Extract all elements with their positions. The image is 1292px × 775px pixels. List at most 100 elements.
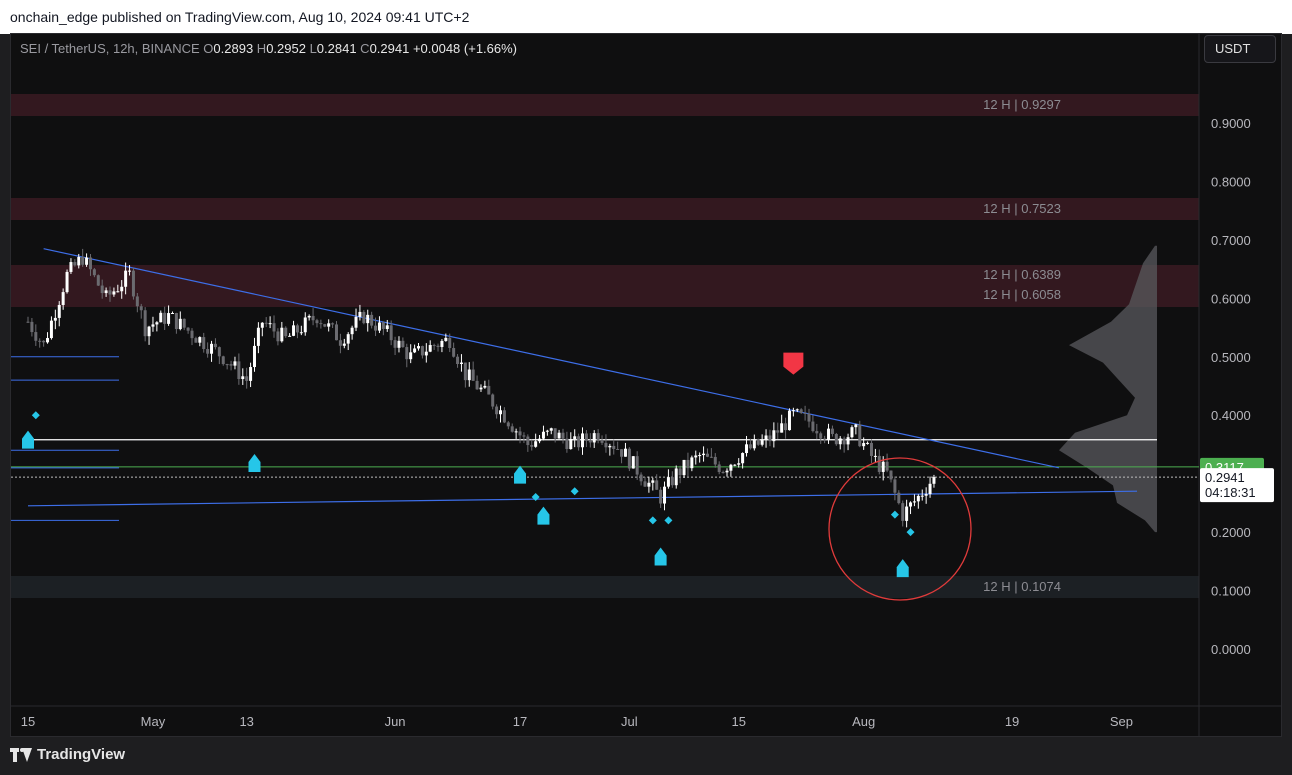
candle[interactable] <box>905 506 909 521</box>
candle[interactable] <box>92 269 96 276</box>
candle[interactable] <box>374 325 378 331</box>
candle[interactable] <box>358 311 362 317</box>
candle[interactable] <box>299 332 303 334</box>
candle[interactable] <box>42 340 46 343</box>
candle[interactable] <box>77 257 81 266</box>
candle[interactable] <box>924 494 928 496</box>
candle[interactable] <box>268 323 272 325</box>
candle[interactable] <box>795 409 799 411</box>
candle[interactable] <box>334 324 338 341</box>
candle[interactable] <box>260 322 264 328</box>
candle[interactable] <box>342 343 346 346</box>
buy-signal-icon[interactable] <box>896 559 909 578</box>
candle[interactable] <box>112 291 116 295</box>
candle[interactable] <box>432 345 436 347</box>
candle[interactable] <box>424 351 428 356</box>
candle[interactable] <box>663 486 667 504</box>
candle[interactable] <box>81 257 85 265</box>
candle[interactable] <box>631 456 635 469</box>
candle[interactable] <box>131 270 135 297</box>
candle[interactable] <box>170 312 174 314</box>
candle[interactable] <box>237 361 241 380</box>
candle[interactable] <box>53 317 57 321</box>
candle[interactable] <box>327 323 331 327</box>
candle[interactable] <box>61 292 65 305</box>
candle[interactable] <box>284 327 288 337</box>
candle[interactable] <box>397 340 401 348</box>
candle[interactable] <box>272 323 276 332</box>
candle[interactable] <box>479 387 483 390</box>
candle[interactable] <box>670 477 674 486</box>
candle[interactable] <box>686 459 690 469</box>
candle[interactable] <box>502 410 506 423</box>
candle[interactable] <box>869 442 873 456</box>
candle[interactable] <box>862 443 866 447</box>
candle[interactable] <box>561 432 565 439</box>
candle[interactable] <box>499 410 503 415</box>
currency-button[interactable]: USDT <box>1204 35 1276 63</box>
candle[interactable] <box>756 439 760 445</box>
candle[interactable] <box>85 257 89 265</box>
candle[interactable] <box>241 376 245 380</box>
candle[interactable] <box>709 456 713 458</box>
candle[interactable] <box>553 428 557 439</box>
candle[interactable] <box>659 489 663 504</box>
trendline-1[interactable] <box>27 490 1138 507</box>
candle[interactable] <box>842 438 846 445</box>
candle[interactable] <box>698 455 702 457</box>
candle[interactable] <box>245 376 249 381</box>
candle[interactable] <box>483 385 487 388</box>
candle[interactable] <box>26 321 30 323</box>
candle[interactable] <box>350 327 354 335</box>
candle[interactable] <box>385 325 389 329</box>
candle[interactable] <box>174 312 178 330</box>
candle[interactable] <box>889 470 893 480</box>
candle[interactable] <box>190 330 194 339</box>
candle[interactable] <box>73 262 77 266</box>
candle[interactable] <box>787 410 791 431</box>
candle[interactable] <box>256 327 260 346</box>
candle[interactable] <box>401 340 405 348</box>
trendline-0[interactable] <box>43 248 1060 469</box>
buy-signal-icon[interactable] <box>514 465 527 484</box>
candle[interactable] <box>217 347 221 357</box>
candle[interactable] <box>108 290 112 295</box>
candle[interactable] <box>854 424 858 428</box>
candle[interactable] <box>705 453 709 457</box>
candle[interactable] <box>873 455 877 457</box>
buy-signal-icon[interactable] <box>537 506 550 525</box>
candle[interactable] <box>151 324 155 327</box>
candle[interactable] <box>573 436 577 439</box>
candle[interactable] <box>249 367 253 381</box>
candle[interactable] <box>522 435 526 437</box>
tradingview-logo[interactable]: TradingView <box>10 746 125 763</box>
candle[interactable] <box>139 306 143 311</box>
candle[interactable] <box>252 345 256 368</box>
candle[interactable] <box>557 432 561 439</box>
candle[interactable] <box>752 439 756 449</box>
candle[interactable] <box>417 346 420 349</box>
chart-area[interactable]: 12 H | 0.9297 12 H | 0.7523 12 H | 0.6389 1… <box>10 33 1282 737</box>
candle[interactable] <box>518 431 522 436</box>
candle[interactable] <box>690 457 694 469</box>
candle[interactable] <box>827 428 831 440</box>
buy-signal-icon[interactable] <box>248 453 261 472</box>
candle[interactable] <box>534 441 538 447</box>
candle[interactable] <box>338 340 342 346</box>
candle[interactable] <box>362 311 366 324</box>
candle[interactable] <box>178 318 182 330</box>
candle[interactable] <box>428 345 432 352</box>
candle[interactable] <box>799 409 803 413</box>
candle[interactable] <box>34 332 38 341</box>
candle[interactable] <box>721 472 725 474</box>
candle[interactable] <box>909 502 913 507</box>
candle[interactable] <box>791 410 795 412</box>
candle[interactable] <box>604 442 608 448</box>
candle[interactable] <box>627 448 631 469</box>
candle[interactable] <box>233 361 237 366</box>
price-chart[interactable]: 12 H | 0.9297 12 H | 0.7523 12 H | 0.6389 1… <box>11 34 1281 736</box>
candle[interactable] <box>229 364 233 366</box>
candle[interactable] <box>596 433 600 440</box>
candle[interactable] <box>57 304 61 318</box>
candle[interactable] <box>354 316 358 328</box>
